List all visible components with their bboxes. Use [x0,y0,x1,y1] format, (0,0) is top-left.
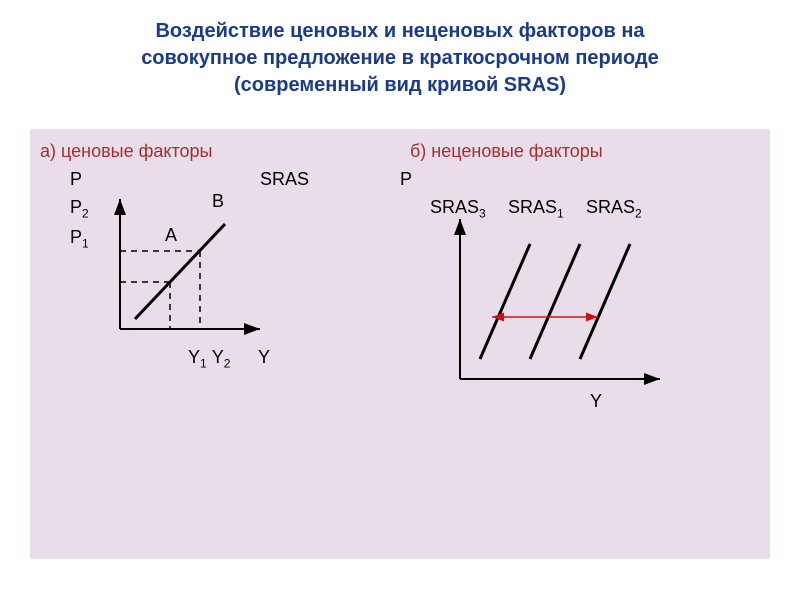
left-Y-label: Y [258,347,270,368]
title-line3: (современный вид кривой SRAS) [234,74,566,96]
left-Y1Y2-label: Y1 Y2 [188,347,230,371]
left-subtitle: а) ценовые факторы [40,141,213,162]
right-P-label: P [400,169,412,190]
title-line1: Воздействие ценовых и неценовых факторов… [155,20,644,42]
title-line2: совокупное предложение в краткосрочном п… [141,47,659,69]
right-chart [430,189,690,399]
content-panel: а) ценовые факторы б) неценовые факторы … [30,129,770,559]
left-chart [60,169,320,349]
right-subtitle: б) неценовые факторы [410,141,603,162]
